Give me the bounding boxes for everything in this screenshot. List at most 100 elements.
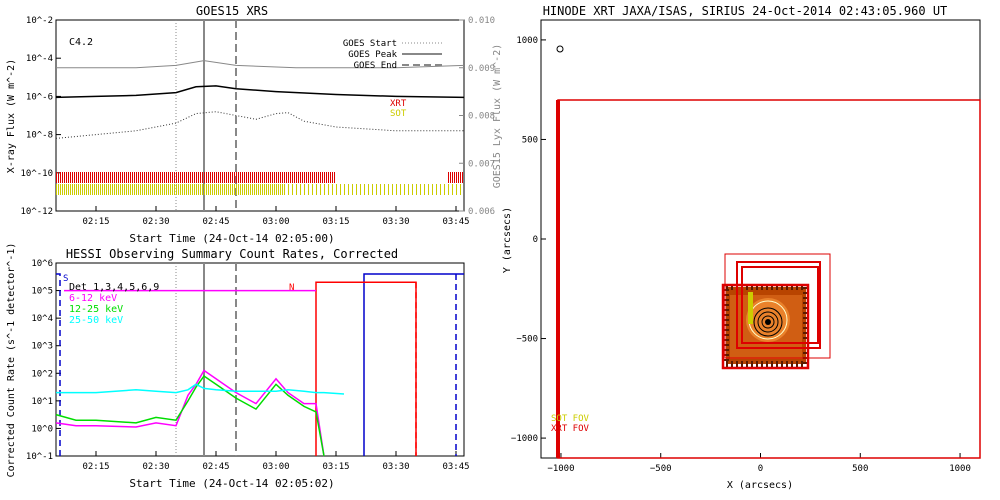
- hessi-ytick-label: 10^-1: [26, 452, 53, 462]
- xrt-fov-box: [724, 253, 831, 359]
- goes-ytick-label: 10^-6: [26, 92, 53, 102]
- hessi-xtick-label: 03:15: [322, 462, 349, 472]
- hessi-xtick-label: 02:15: [82, 462, 109, 472]
- map-y-axis: 1000 500 0 −500 −1000: [511, 36, 546, 444]
- goes-xtick-label: 02:15: [82, 217, 109, 227]
- map-xtick-label: 500: [852, 464, 868, 474]
- goes-flare-class: C4.2: [69, 37, 93, 48]
- goes-series-line: [56, 60, 465, 69]
- goes-xtick-label: 03:45: [442, 217, 469, 227]
- xrt-fov-box: [741, 266, 819, 344]
- hessi-xtick-label: 03:30: [382, 462, 409, 472]
- goes-x-axis: 02:15 02:30 02:45 03:00 03:15 03:30 03:45: [82, 206, 470, 227]
- hessi-xtick-label: 02:45: [202, 462, 229, 472]
- hessi-series-line: [55, 369, 325, 457]
- map-ytick-label: −1000: [511, 434, 538, 444]
- hessi-series-line: [56, 383, 345, 395]
- goes-xtick-label: 02:45: [202, 217, 229, 227]
- hessi-panel: HESSI Observing Summary Count Rates, Cor…: [6, 243, 470, 490]
- hessi-night-line: [315, 281, 417, 456]
- hessi-ytick-label: 10^1: [31, 397, 53, 407]
- goes-y2tick-label: 0.009: [468, 64, 495, 74]
- map-xtick-label: −500: [650, 464, 672, 474]
- goes-ytick-label: 10^-4: [26, 54, 53, 64]
- hessi-xlabel: Start Time (24-Oct-14 02:05:02): [129, 477, 334, 490]
- contour-ring: [757, 311, 779, 333]
- map-xtick-label: −1000: [547, 464, 574, 474]
- goes-ytick-label: 10^-10: [20, 169, 53, 179]
- hessi-xtick-label: 03:00: [262, 462, 289, 472]
- hessi-saa-line: [56, 273, 61, 456]
- map-plot-frame: [540, 19, 981, 459]
- contour-ring: [761, 315, 775, 329]
- instrument-legend-label: XRT: [390, 99, 407, 109]
- goes-coverage-bars: [56, 172, 464, 195]
- hessi-saa-line: [363, 273, 464, 456]
- hessi-xtick-label: 03:45: [442, 462, 469, 472]
- goes-panel: GOES15 XRS 10^-2 10^-4 10^-6 10^-8 10^-10 10^…: [6, 4, 503, 245]
- map-ytick-label: −500: [516, 335, 538, 345]
- goes-ytick-label: 10^-12: [20, 207, 53, 217]
- map-ylabel: Y (arcsecs): [502, 207, 513, 273]
- map-ytick-label: 1000: [516, 36, 538, 46]
- goes-y2tick-label: 0.008: [468, 112, 495, 122]
- hessi-ytick-label: 10^4: [31, 314, 53, 324]
- map-legend-label: XRT FOV: [551, 424, 590, 434]
- goes-y2tick-label: 0.007: [468, 159, 495, 169]
- goes-y2label: GOES15 Lyx Flux (W m^-2): [492, 44, 503, 189]
- xrt-fov-box: [721, 283, 810, 370]
- hessi-legend-title: Det 1,3,4,5,6,9: [69, 282, 159, 293]
- goes-y2tick-label: 0.010: [468, 16, 495, 26]
- hessi-x-axis: 02:15 02:30 02:45 03:00 03:15 03:30 03:45: [82, 451, 470, 472]
- hessi-legend-label: 25-50 keV: [69, 315, 123, 326]
- xrt-fov-box: [736, 261, 821, 349]
- hessi-ylabel: Corrected Count Rate (s^-1 detector^-1): [6, 243, 17, 478]
- contour-core: [765, 319, 771, 325]
- hessi-saa-flag: S: [63, 274, 68, 284]
- hinode-panel: HINODE XRT JAXA/ISAS, SIRIUS 24-Oct-2014…: [502, 4, 981, 491]
- hessi-ytick-label: 10^6: [31, 259, 53, 269]
- hessi-ytick-label: 10^5: [31, 287, 53, 297]
- goes-xtick-label: 03:30: [382, 217, 409, 227]
- map-legend-label: SOT FOV: [551, 414, 590, 424]
- instrument-legend-label: SOT: [390, 109, 407, 119]
- hessi-title: HESSI Observing Summary Count Rates, Cor…: [66, 247, 398, 261]
- goes-title: GOES15 XRS: [196, 4, 268, 18]
- contour-ring: [753, 307, 783, 337]
- hessi-decor: [56, 263, 464, 456]
- xrt-fov-edge: [556, 100, 560, 458]
- xrt-fov-full: [557, 99, 981, 459]
- hessi-series: [55, 369, 345, 457]
- goes-legend-label: GOES Start: [343, 39, 397, 49]
- xrt-image-texture: [723, 284, 809, 367]
- goes-ytick-label: 10^-2: [26, 16, 53, 26]
- map-x-axis: −1000 −500 0 500 1000: [547, 453, 971, 474]
- hessi-ytick-label: 10^0: [31, 424, 53, 434]
- hessi-xtick-label: 02:30: [142, 462, 169, 472]
- hessi-series-line: [55, 374, 325, 457]
- sun-center-marker: [556, 45, 564, 53]
- goes-series: [55, 60, 465, 139]
- goes-xlabel: Start Time (24-Oct-14 02:05:00): [129, 232, 334, 245]
- goes-legend-label: GOES End: [354, 61, 397, 71]
- hessi-legend-label: 6-12 keV: [69, 293, 117, 304]
- map-xtick-label: 1000: [949, 464, 971, 474]
- map-ytick-label: 0: [533, 235, 538, 245]
- map-xtick-label: 0: [758, 464, 763, 474]
- hessi-legend-label: 12-25 keV: [69, 304, 123, 315]
- map-title: HINODE XRT JAXA/ISAS, SIRIUS 24-Oct-2014…: [543, 4, 948, 18]
- hessi-night-flag: N: [289, 283, 294, 293]
- hessi-plot-frame: [55, 262, 465, 457]
- hessi-ytick-label: 10^2: [31, 369, 53, 379]
- goes-series-line: [55, 111, 464, 139]
- goes-xtick-label: 02:30: [142, 217, 169, 227]
- hessi-ytick-label: 10^3: [31, 342, 53, 352]
- goes-xtick-label: 03:15: [322, 217, 349, 227]
- goes-ylabel: X-ray Flux (W m^-2): [6, 59, 17, 173]
- goes-ytick-label: 10^-8: [26, 131, 53, 141]
- goes-y2tick-label: 0.006: [468, 207, 495, 217]
